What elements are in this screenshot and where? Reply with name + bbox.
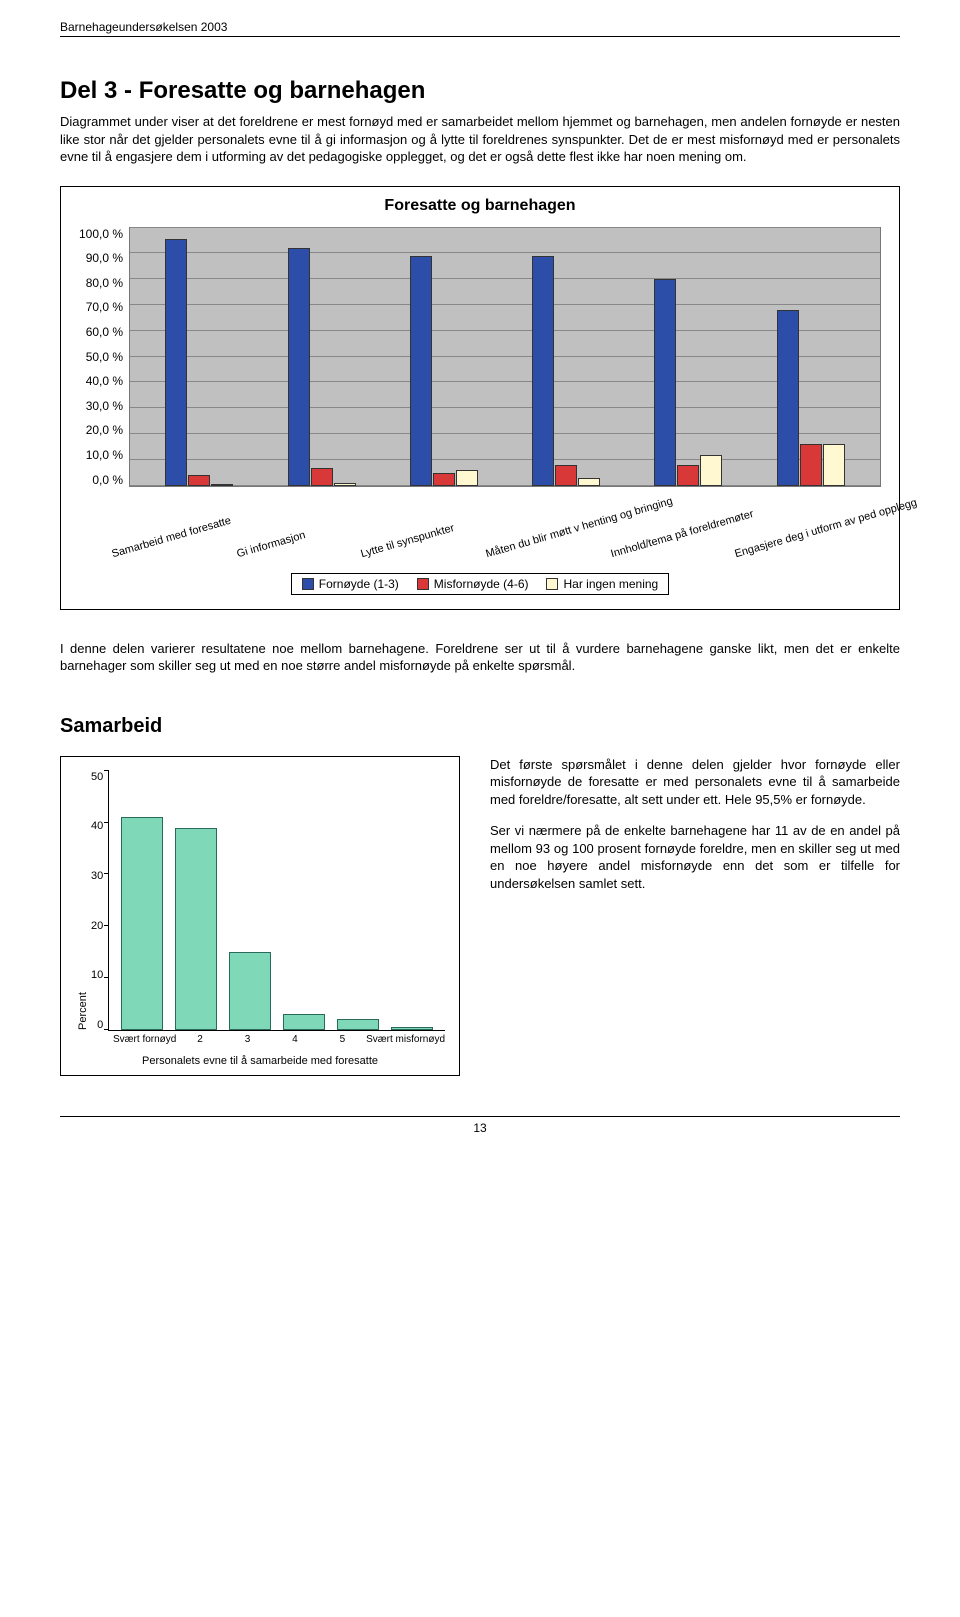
chart2-xlabel: Svært fornøyd — [113, 1034, 176, 1045]
intro-paragraph: Diagrammet under viser at det foreldrene… — [60, 113, 900, 166]
chart2-ytick: 40 — [91, 820, 103, 832]
chart1-ytick: 30,0 % — [79, 399, 123, 413]
chart2-xlabel: 3 — [224, 1034, 271, 1045]
chart1-bar-group — [654, 228, 722, 486]
chart1-bar — [165, 239, 187, 485]
chart1-bar — [211, 484, 233, 486]
chart1-x-axis: Samarbeid med foresatteGi informasjonLyt… — [79, 487, 881, 567]
chart1-bar — [334, 483, 356, 486]
chart2-bar — [391, 1027, 433, 1030]
chart1-xlabel: Engasjere deg i utform av ped opplegg — [737, 493, 876, 595]
chart1-ytick: 0,0 % — [79, 473, 123, 487]
chart2-xlabel: 5 — [319, 1034, 366, 1045]
page-number: 13 — [60, 1116, 900, 1135]
chart1-xlabel: Samarbeid med foresatte — [114, 493, 253, 595]
chart2-xlabel: 4 — [271, 1034, 318, 1045]
legend-swatch — [417, 578, 429, 590]
chart1-bar-group — [165, 228, 233, 486]
after-chart-paragraph: I denne delen varierer resultatene noe m… — [60, 640, 900, 675]
chart1-bar — [777, 310, 799, 485]
chart1-bar — [456, 470, 478, 485]
chart1-bar — [578, 478, 600, 486]
chart1-bar — [311, 468, 333, 486]
chart2-bar — [337, 1019, 379, 1029]
chart2-bar — [229, 952, 271, 1030]
subsection-title: Samarbeid — [60, 715, 900, 738]
chart1-bar-group — [288, 228, 356, 486]
chart1-bar-group — [410, 228, 478, 486]
chart1-ytick: 50,0 % — [79, 350, 123, 364]
chart2-x-axis: Svært fornøyd2345Svært misfornøyd — [75, 1031, 445, 1045]
chart1-ytick: 100,0 % — [79, 227, 123, 241]
chart2-ytick: 50 — [91, 771, 103, 783]
doc-header: Barnehageundersøkelsen 2003 — [60, 20, 900, 37]
chart2-plot-area — [108, 771, 445, 1031]
chart1-ytick: 20,0 % — [79, 423, 123, 437]
chart1-container: Foresatte og barnehagen 100,0 % 90,0 % 80,… — [60, 186, 900, 610]
chart1-bar — [532, 256, 554, 486]
section-title: Del 3 - Foresatte og barnehagen — [60, 77, 900, 105]
chart1-bar — [188, 475, 210, 485]
chart2-container: Percent 50 40 30 20 10 0 Svært fornøyd2345Svæ… — [60, 756, 460, 1076]
chart2-bar — [175, 828, 217, 1030]
chart1-bar — [288, 248, 310, 485]
chart1-plot-area — [129, 227, 881, 487]
chart1-bar — [677, 465, 699, 486]
chart1-ytick: 60,0 % — [79, 325, 123, 339]
chart1-bar — [654, 279, 676, 485]
chart2-ytick: 20 — [91, 920, 103, 932]
right-para-1: Det første spørsmålet i denne delen gjel… — [490, 756, 900, 809]
right-para-2: Ser vi nærmere på de enkelte barnehagene… — [490, 822, 900, 892]
chart2-xlabel: 2 — [176, 1034, 223, 1045]
chart1-bar — [800, 444, 822, 485]
chart1-bar-group — [777, 228, 845, 486]
chart1-y-axis: 100,0 % 90,0 % 80,0 % 70,0 % 60,0 % 50,0 % 40,… — [79, 227, 129, 487]
chart2-y-label: Percent — [75, 991, 91, 1031]
chart1-ytick: 70,0 % — [79, 300, 123, 314]
chart2-ytick: 0 — [91, 1019, 103, 1031]
chart1-xlabel: Gi informasjon — [238, 493, 377, 595]
chart1-bar — [700, 455, 722, 486]
chart2-ytick: 30 — [91, 870, 103, 882]
chart2-xlabel: Svært misfornøyd — [366, 1034, 445, 1045]
chart1-bar — [433, 473, 455, 486]
chart2-ytick: 10 — [91, 969, 103, 981]
chart2-caption: Personalets evne til å samarbeide med fo… — [75, 1055, 445, 1067]
chart2-y-axis: 50 40 30 20 10 0 — [91, 771, 108, 1031]
chart1-ytick: 40,0 % — [79, 374, 123, 388]
chart1-bar-group — [532, 228, 600, 486]
chart1-ytick: 10,0 % — [79, 448, 123, 462]
chart1-bar — [823, 444, 845, 485]
chart2-bar — [121, 817, 163, 1029]
chart1-ytick: 90,0 % — [79, 251, 123, 265]
chart1-bar — [410, 256, 432, 486]
right-text-block: Det første spørsmålet i denne delen gjel… — [490, 756, 900, 907]
chart1-ytick: 80,0 % — [79, 276, 123, 290]
chart1-title: Foresatte og barnehagen — [79, 197, 881, 215]
chart1-bar — [555, 465, 577, 486]
chart2-bar — [283, 1014, 325, 1030]
